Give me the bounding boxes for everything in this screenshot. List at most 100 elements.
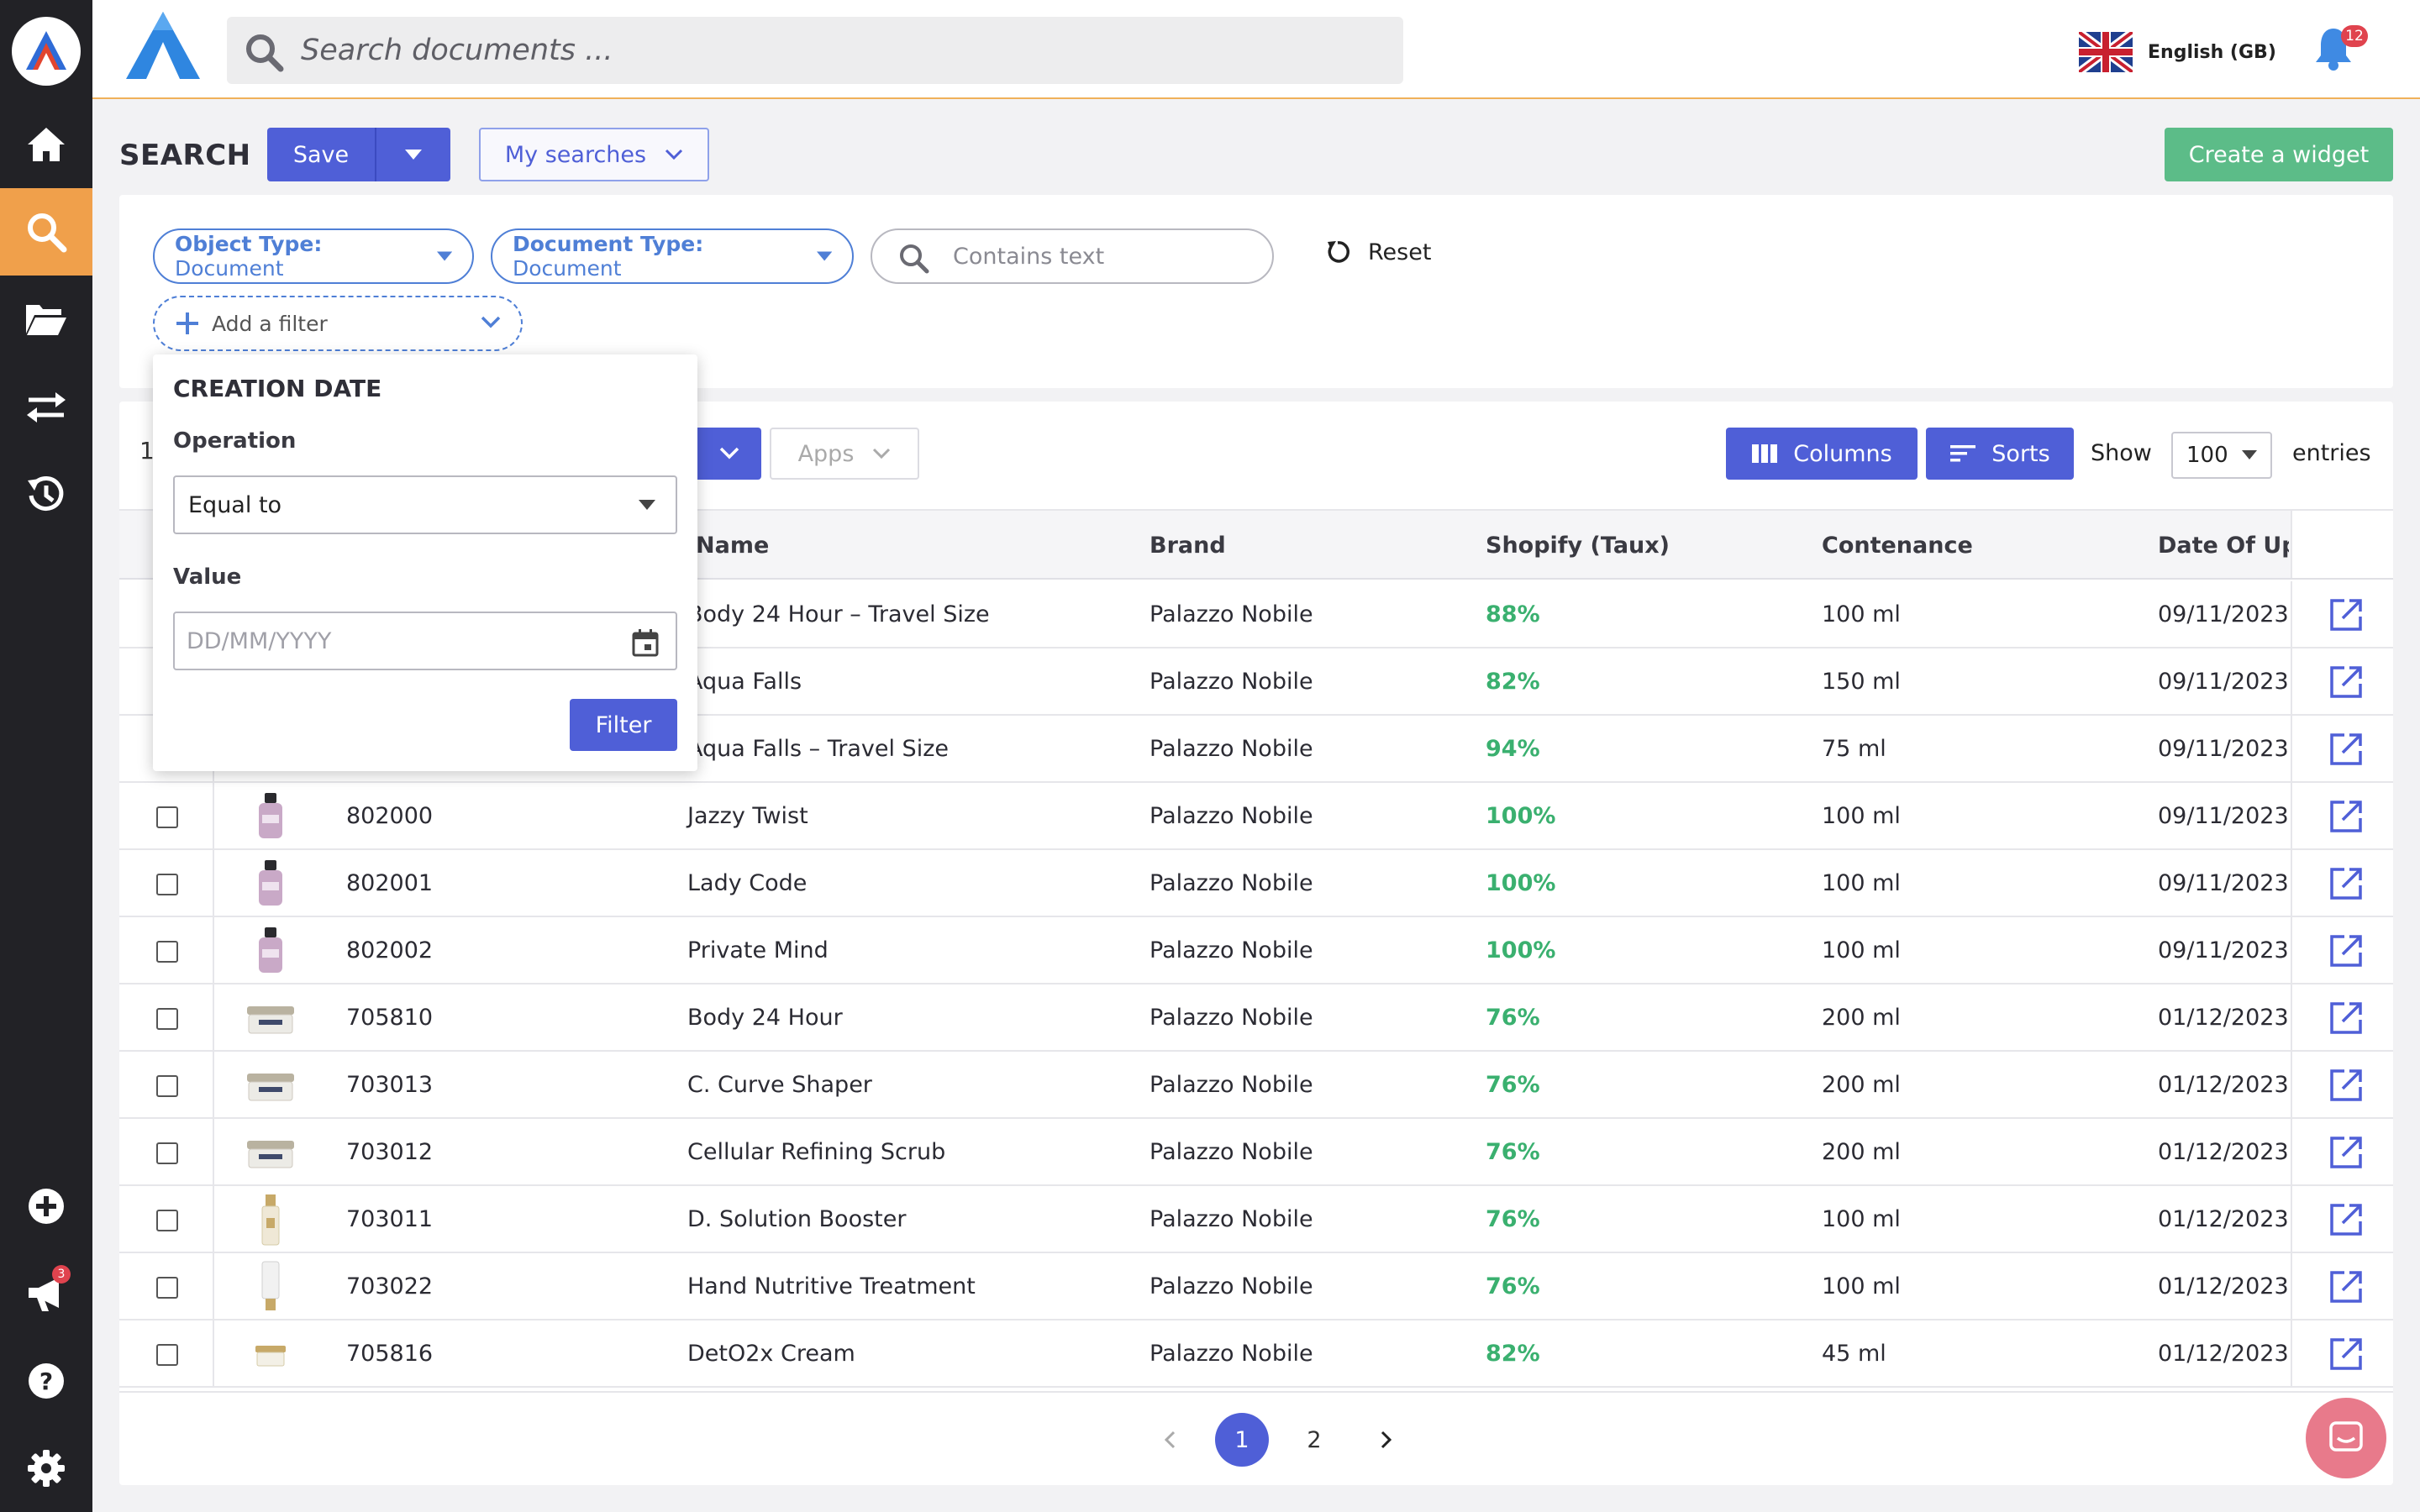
operation-select[interactable]: Equal to [173,475,677,534]
add-filter-label: Add a filter [212,311,328,336]
row-shopify-rate: 100% [1486,870,1556,896]
row-checkbox[interactable] [156,1344,178,1366]
open-external-icon[interactable] [2328,865,2365,902]
header-shopify[interactable]: Shopify (Taux) [1486,533,1670,559]
rail-history[interactable] [0,450,92,538]
open-external-icon[interactable] [2328,1268,2365,1305]
page-1-button[interactable]: 1 [1215,1413,1269,1467]
table-row[interactable]: 703022 Hand Nutritive Treatment Palazzo No… [119,1253,2393,1320]
open-external-icon[interactable] [2328,798,2365,835]
calendar-icon[interactable] [632,628,659,657]
column-separator [213,783,214,848]
table-row[interactable]: Body 24 Hour – Travel Size Palazzo Nobile… [119,581,2393,648]
save-options-button[interactable] [375,128,450,181]
rail-documents[interactable] [0,276,92,363]
columns-button[interactable]: Columns [1726,428,1918,480]
table-row[interactable]: 802001 Lady Code Palazzo Nobile 100% 100 ml 0… [119,850,2393,917]
row-checkbox[interactable] [156,806,178,828]
page-2-button[interactable]: 2 [1307,1426,1322,1453]
row-checkbox[interactable] [156,1277,178,1299]
table-row[interactable]: 802000 Jazzy Twist Palazzo Nobile 100% 100 m… [119,783,2393,850]
row-date-of-update: 01/12/2023 11: [2158,1206,2292,1232]
row-name[interactable]: Body 24 Hour – Travel Size [687,601,990,627]
apply-filter-button[interactable]: Filter [570,699,677,751]
open-external-icon[interactable] [2328,596,2365,633]
prev-page-button[interactable] [1143,1413,1197,1467]
open-external-icon[interactable] [2328,1336,2365,1373]
sorts-button[interactable]: Sorts [1926,428,2074,480]
row-checkbox[interactable] [156,941,178,963]
row-name[interactable]: Body 24 Hour [687,1005,843,1031]
brand-logo[interactable] [12,17,81,86]
row-name[interactable]: C. Curve Shaper [687,1072,872,1098]
header-brand[interactable]: Brand [1150,533,1226,559]
create-widget-button[interactable]: Create a widget [2165,128,2393,181]
add-filter-dropdown[interactable]: Add a filter [153,296,523,351]
row-name[interactable]: Cellular Refining Scrub [687,1139,946,1165]
row-name[interactable]: Private Mind [687,937,829,963]
row-name[interactable]: Aqua Falls [687,669,802,695]
chevron-left-icon [1164,1431,1176,1449]
next-page-button[interactable] [1360,1413,1413,1467]
rail-transfers[interactable] [0,363,92,450]
my-searches-dropdown[interactable]: My searches [479,128,709,181]
header-name[interactable]: Name [696,533,770,559]
open-external-icon[interactable] [2328,664,2365,701]
row-brand: Palazzo Nobile [1150,1206,1313,1232]
rail-search[interactable] [0,188,92,276]
table-row[interactable]: 802002 Private Mind Palazzo Nobile 100% 100 … [119,917,2393,984]
bulk-actions-dropdown[interactable] [697,428,761,480]
table-row[interactable]: 705816 DetO2x Cream Palazzo Nobile 82% 45 ml… [119,1320,2393,1388]
row-date-of-update: 09/11/2023 13: [2158,937,2292,963]
row-name[interactable]: Aqua Falls – Travel Size [687,736,949,762]
rail-home[interactable] [0,101,92,188]
open-external-icon[interactable] [2328,1067,2365,1104]
header-date-of-update[interactable]: Date Of Update [2158,533,2289,559]
object-type-filter[interactable]: Object Type: Document [153,228,474,284]
row-checkbox[interactable] [156,1142,178,1164]
columns-icon [1752,444,1778,463]
row-shopify-rate: 82% [1486,669,1540,695]
column-separator [213,984,214,1050]
chat-launcher[interactable] [2306,1398,2386,1478]
row-checkbox[interactable] [156,1008,178,1030]
open-external-icon[interactable] [2328,932,2365,969]
row-name[interactable]: D. Solution Booster [687,1206,907,1232]
open-external-icon[interactable] [2328,731,2365,768]
table-row[interactable]: 703011 D. Solution Booster Palazzo Nobile 7… [119,1186,2393,1253]
global-search-input[interactable]: Search documents ... [227,17,1403,84]
rail-help[interactable]: ? [0,1337,92,1425]
rail-announcements[interactable]: 3 [0,1250,92,1337]
row-reference: 705816 [346,1341,434,1367]
language-selector[interactable]: English (GB) [2079,32,2276,72]
row-name[interactable]: Lady Code [687,870,808,896]
row-checkbox[interactable] [156,1210,178,1231]
contains-text-input[interactable]: Contains text [871,228,1274,284]
row-checkbox[interactable] [156,1075,178,1097]
date-input[interactable]: DD/MM/YYYY [173,612,677,670]
header-contenance[interactable]: Contenance [1822,533,1973,559]
folder-open-icon [26,305,66,335]
document-type-filter[interactable]: Document Type: Document [491,228,854,284]
app-logo[interactable] [123,10,203,82]
row-name[interactable]: Hand Nutritive Treatment [687,1273,976,1299]
product-thumbnail [259,927,282,973]
save-button[interactable]: Save [292,141,350,168]
row-name[interactable]: Jazzy Twist [687,803,808,829]
table-row[interactable]: 705810 Body 24 Hour Palazzo Nobile 76% 200 m… [119,984,2393,1052]
reset-button[interactable]: Reset [1324,239,1431,265]
open-external-icon[interactable] [2328,1201,2365,1238]
value-label: Value [173,564,242,590]
apps-dropdown[interactable]: Apps [770,428,919,480]
row-contenance: 100 ml [1822,937,1901,963]
page-size-select[interactable]: 100 [2171,432,2272,479]
rail-settings[interactable] [0,1425,92,1512]
open-external-icon[interactable] [2328,1134,2365,1171]
rail-create[interactable] [0,1163,92,1250]
row-contenance: 200 ml [1822,1072,1901,1098]
row-checkbox[interactable] [156,874,178,895]
table-row[interactable]: 703013 C. Curve Shaper Palazzo Nobile 76% 20… [119,1052,2393,1119]
table-row[interactable]: 703012 Cellular Refining Scrub Palazzo Nob… [119,1119,2393,1186]
open-external-icon[interactable] [2328,1000,2365,1037]
row-name[interactable]: DetO2x Cream [687,1341,855,1367]
